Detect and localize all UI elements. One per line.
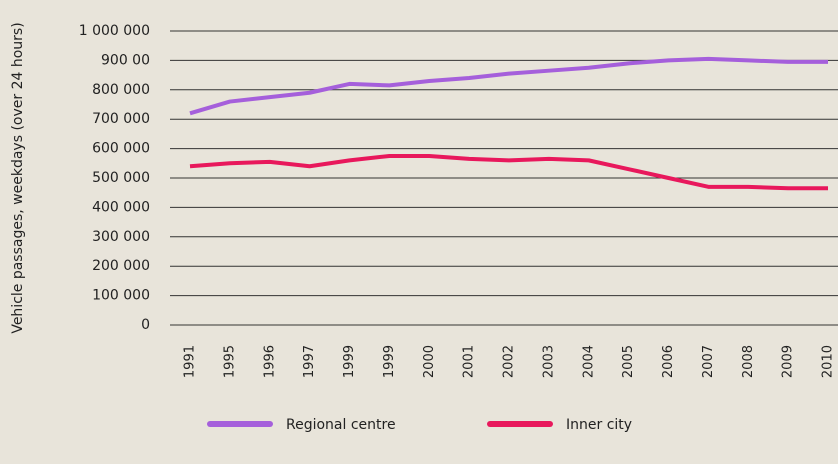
- x-tick-label: 2005: [621, 345, 636, 378]
- x-tick-label: 2007: [701, 345, 716, 378]
- x-tick-label: 2010: [821, 345, 836, 378]
- line-series: [189, 153, 828, 191]
- x-tick-label: 2003: [541, 345, 556, 378]
- y-tick-label: 800 000: [92, 82, 150, 98]
- y-tick-label: 700 000: [92, 111, 150, 127]
- y-tick-label: 1 000 000: [79, 23, 150, 39]
- x-tick-label: 2002: [502, 345, 517, 378]
- x-tick-label: 2000: [422, 345, 437, 378]
- legend-label: Regional centre: [286, 417, 396, 433]
- y-tick-label: 100 000: [92, 288, 150, 304]
- x-tick-label: 2004: [581, 345, 596, 378]
- x-tick-label: 2009: [781, 345, 796, 378]
- x-tick-label: 1996: [262, 345, 277, 378]
- y-tick-label: 600 000: [92, 141, 150, 157]
- x-tick-label: 1999: [342, 345, 357, 378]
- y-tick-label: 900 00: [101, 52, 150, 68]
- x-tick-label: 1991: [183, 345, 198, 378]
- y-tick-label: 0: [141, 317, 150, 333]
- x-tick-label: 2008: [741, 345, 756, 378]
- y-tick-label: 300 000: [92, 229, 150, 245]
- legend-label: Inner city: [566, 417, 632, 433]
- x-tick-label: 2001: [462, 345, 477, 378]
- y-tick-label: 400 000: [92, 199, 150, 215]
- x-tick-label: 1995: [222, 345, 237, 378]
- y-tick-label: 200 000: [92, 258, 150, 274]
- x-tick-label: 2006: [661, 345, 676, 378]
- x-tick-label: 1999: [382, 345, 397, 378]
- y-tick-label: 500 000: [92, 170, 150, 186]
- line-series: [189, 56, 828, 116]
- x-tick-label: 1997: [302, 345, 317, 378]
- y-axis-label: Vehicle passages, weekdays (over 24 hour…: [10, 22, 26, 333]
